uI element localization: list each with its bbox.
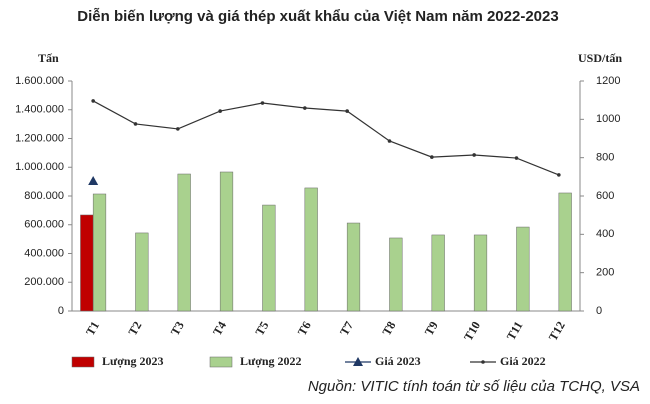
point (91, 99, 95, 103)
bar (304, 187, 318, 312)
legend-swatch (481, 360, 485, 364)
y2-tick-label: 400 (596, 228, 614, 240)
y-tick-label: 0 (58, 305, 64, 317)
legend-swatch (209, 356, 233, 368)
bar (92, 193, 107, 312)
y2-tick-label: 200 (596, 267, 614, 279)
y2-tick-label: 600 (596, 190, 614, 202)
bar (262, 204, 276, 312)
legend-label: Giá 2023 (375, 354, 421, 368)
x-tick-label: T11 (504, 319, 526, 343)
x-tick-label: T5 (252, 319, 271, 338)
y-tick-label: 1.000.000 (15, 161, 64, 173)
y2-tick-label: 0 (596, 305, 602, 317)
point (260, 101, 265, 105)
line (92, 100, 560, 176)
y-tick-label: 800.000 (24, 190, 64, 202)
x-tick-label: T1 (83, 319, 102, 338)
bar (558, 192, 572, 312)
y2-tick-label: 800 (596, 152, 614, 164)
point (430, 155, 434, 159)
bar (516, 226, 530, 312)
point (345, 109, 349, 113)
y-tick-label: 1.600.000 (15, 75, 64, 87)
legend-label: Lượng 2022 (240, 354, 302, 368)
y2-tick-label: 1200 (596, 75, 620, 87)
point (472, 153, 476, 157)
y2-axis-title: USD/tấn (578, 51, 622, 65)
bar (431, 234, 445, 312)
bar (389, 237, 403, 312)
bar (473, 234, 488, 312)
x-tick-label: T4 (210, 319, 229, 338)
point (557, 173, 561, 177)
point (133, 122, 138, 126)
x-tick-label: T2 (125, 319, 144, 338)
y-axis-title: Tấn (38, 51, 59, 65)
bar (80, 214, 94, 312)
y-tick-label: 400.000 (24, 247, 64, 259)
y-tick-label: 1.400.000 (15, 104, 64, 116)
x-tick-label: T3 (168, 319, 187, 338)
y-tick-label: 200.000 (24, 276, 64, 288)
legend-label: Lượng 2023 (102, 354, 164, 368)
legend-swatch (71, 356, 95, 368)
point (303, 106, 307, 110)
source-note: Nguồn: VITIC tính toán từ số liệu của TC… (308, 378, 640, 395)
bar (219, 171, 234, 312)
bar (135, 232, 149, 312)
bar (177, 173, 191, 312)
legend-swatch (353, 357, 363, 366)
x-tick-label: T10 (461, 319, 483, 343)
x-tick-label: T12 (546, 319, 568, 343)
y2-tick-label: 1000 (596, 113, 620, 125)
point (176, 127, 180, 131)
point (514, 156, 519, 160)
bar (346, 222, 361, 312)
x-tick-label: T6 (295, 319, 314, 338)
point (88, 176, 99, 186)
x-tick-label: T7 (337, 319, 356, 338)
point (387, 139, 392, 143)
y-tick-label: 600.000 (24, 219, 64, 231)
chart-title: Diễn biến lượng và giá thép xuất khẩu củ… (77, 8, 558, 25)
x-tick-label: T9 (422, 319, 441, 338)
x-tick-label: T8 (379, 319, 398, 338)
y-tick-label: 1.200.000 (15, 132, 64, 144)
legend-label: Giá 2022 (500, 354, 546, 368)
point (218, 109, 222, 113)
